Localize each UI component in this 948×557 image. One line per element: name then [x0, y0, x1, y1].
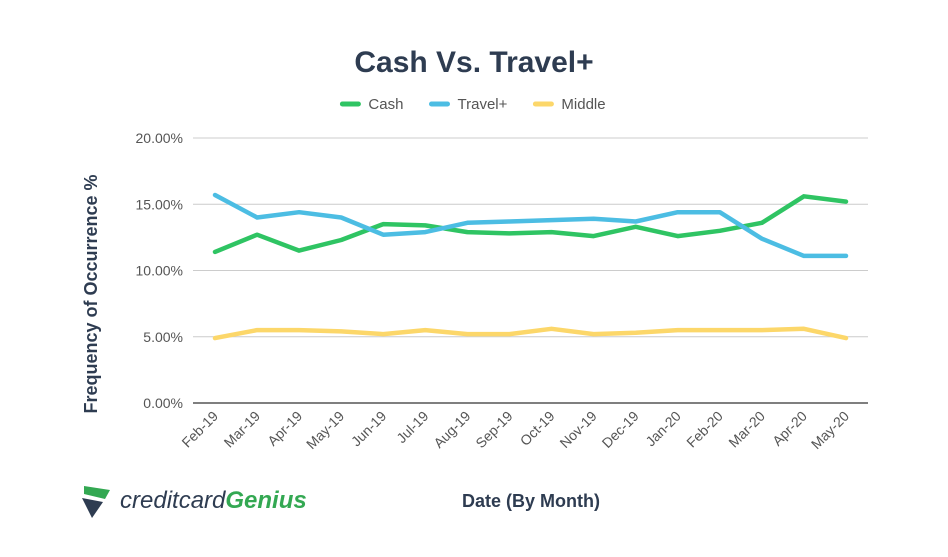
x-tick-label: Feb-20 [683, 408, 726, 451]
y-tick-label: 0.00% [143, 395, 183, 411]
x-axis-title: Date (By Month) [462, 491, 600, 511]
y-tick-label: 15.00% [136, 196, 183, 212]
x-tick-label: Apr-19 [264, 408, 305, 449]
x-tick-label: Apr-20 [769, 408, 810, 449]
brand-name-part1: creditcard [120, 487, 226, 514]
x-tick-label: Jan-20 [642, 408, 684, 450]
y-tick-label: 5.00% [143, 329, 183, 345]
series-line-travel [212, 192, 849, 259]
x-tick-label: Aug-19 [430, 408, 473, 451]
y-tick-label: 10.00% [136, 263, 183, 279]
legend-label: Travel+ [458, 96, 508, 113]
x-tick-label: May-20 [808, 408, 852, 452]
gridlines [193, 137, 868, 404]
x-tick-label: Nov-19 [556, 408, 599, 451]
chart-title: Cash Vs. Travel+ [354, 46, 593, 79]
legend-item: Cash [339, 96, 403, 113]
x-tick-label: Feb-19 [178, 408, 221, 451]
x-tick-label: Jul-19 [393, 408, 431, 446]
legend-label: Cash [368, 96, 403, 113]
y-tick-label: 20.00% [136, 130, 183, 146]
x-tick-label: Oct-19 [517, 408, 558, 449]
series-lines [212, 192, 849, 341]
x-tick-label: Dec-19 [599, 408, 642, 451]
x-tick-label: Sep-19 [472, 408, 515, 451]
x-tick-label: Mar-20 [725, 408, 768, 451]
brand-name-part2: Genius [225, 487, 306, 514]
y-axis-title: Frequency of Occurrence % [81, 174, 101, 413]
logo-mark-dark [82, 498, 103, 518]
legend: Cash Travel+ Middle [339, 96, 606, 113]
logo-mark-green [84, 486, 110, 499]
legend-item: Middle [532, 96, 606, 113]
legend-label: Middle [561, 96, 605, 113]
series-line-middle [212, 326, 849, 341]
x-tick-label: Mar-19 [221, 408, 264, 451]
svg-text:creditcardGenius: creditcardGenius [120, 487, 307, 514]
legend-item: Travel+ [429, 96, 508, 113]
y-axis-ticks: 0.00% 5.00% 10.00% 15.00% 20.00% [136, 130, 183, 411]
brand-logo: creditcardGenius [82, 486, 307, 518]
x-tick-label: Jun-19 [348, 408, 390, 450]
x-tick-label: May-19 [303, 408, 347, 452]
